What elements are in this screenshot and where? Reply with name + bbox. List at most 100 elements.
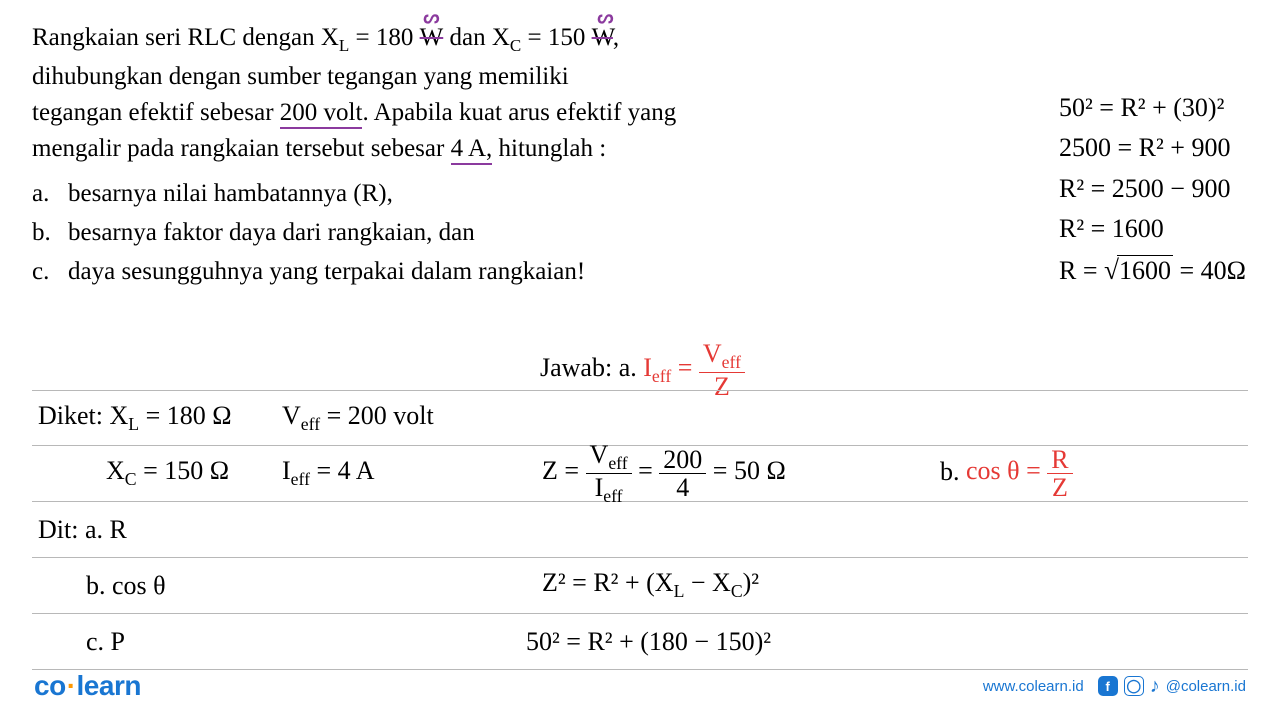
- z2-b: − X: [684, 568, 730, 597]
- text: dari rangkaian, dan: [276, 219, 475, 246]
- xc: X: [106, 456, 125, 485]
- text: hitunglah :: [492, 135, 606, 162]
- z-calc: Z = VeffIeff = 2004 = 50 Ω: [542, 441, 786, 506]
- solution-row-1: Diket: XL = 180 Ω Veff = 200 volt: [32, 390, 1248, 446]
- problem-paragraph: Rangkaian seri RLC dengan XL = 180 ᔕW da…: [32, 20, 712, 167]
- eff-sub: eff: [722, 352, 741, 372]
- num-200: 200: [659, 446, 706, 474]
- num-r: R: [1047, 446, 1072, 474]
- diket-xl: Diket: XL = 180 Ω: [38, 401, 232, 435]
- tiktok-icon: ♪: [1150, 675, 1160, 698]
- z2-formula: Z² = R² + (XL − XC)²: [542, 568, 759, 602]
- den-4: 4: [659, 474, 706, 501]
- footer-right: www.colearn.id f ◯ ♪ @colearn.id: [983, 675, 1246, 698]
- radicand: 1600: [1117, 255, 1173, 285]
- eff-sub: eff: [652, 366, 671, 386]
- solution-row-2: XC = 150 Ω Ieff = 4 A Z = VeffIeff = 200…: [32, 446, 1248, 502]
- eq: =: [671, 353, 699, 382]
- ieff-i: I: [282, 456, 291, 485]
- fraction-200-4: 2004: [659, 446, 706, 502]
- strikethrough-w1: ᔕW: [420, 20, 444, 56]
- right-calculation: 50² = R² + (30)² 2500 = R² + 900 R² = 25…: [1059, 88, 1246, 291]
- ieff-cell: Ieff = 4 A: [282, 456, 374, 490]
- denominator: Ieff: [586, 474, 632, 506]
- xc-val: = 150 Ω: [137, 456, 230, 485]
- underline-hambatan: hambatannya (R): [214, 180, 387, 207]
- label-c: c.: [32, 253, 68, 292]
- jawab-label: Jawab: a.: [540, 353, 643, 382]
- calc-line-4: R² = 1600: [1059, 209, 1246, 249]
- calc-line-5: R = 1600 = 40Ω: [1059, 249, 1246, 291]
- underline-200v: 200 volt: [280, 99, 363, 129]
- text: ,: [387, 180, 393, 207]
- veff-cell: Veff = 200 volt: [282, 401, 434, 435]
- dit-b: b. cos θ: [86, 571, 166, 601]
- text: besarnya: [68, 219, 163, 246]
- omega-annotation: ᔕ: [423, 4, 439, 30]
- text: . Apabila kuat arus efektif yang: [362, 99, 676, 126]
- text: dihubungkan dengan sumber tegangan yang …: [32, 63, 569, 90]
- v: V: [703, 339, 722, 368]
- underline-daya: daya sesungguhnya: [68, 258, 263, 285]
- subscript-c: C: [510, 36, 521, 55]
- text: tegangan efektif sebesar: [32, 99, 280, 126]
- c-sub: C: [731, 582, 743, 602]
- omega-annotation: ᔕ: [597, 4, 613, 30]
- text: besarnya nilai: [68, 180, 214, 207]
- solution-table: Diket: XL = 180 Ω Veff = 200 volt XC = 1…: [32, 390, 1248, 670]
- xc-sub: C: [125, 470, 137, 490]
- subscript-l: L: [339, 36, 349, 55]
- facebook-icon: f: [1098, 676, 1118, 696]
- fraction-veff-ieff: VeffIeff: [586, 441, 632, 506]
- calc-line-1: 50² = R² + (30)²: [1059, 88, 1246, 128]
- website-url: www.colearn.id: [983, 678, 1084, 695]
- solution-row-3: Dit: a. R: [32, 502, 1248, 558]
- text: R =: [1059, 256, 1104, 285]
- text: = 150: [521, 24, 591, 51]
- text: = 40Ω: [1173, 256, 1246, 285]
- ieff-val: = 4 A: [310, 456, 375, 485]
- text: dan X: [443, 24, 510, 51]
- den-z: Z: [1047, 474, 1072, 501]
- underline-faktor: faktor daya: [163, 219, 276, 246]
- label-a: a.: [32, 175, 68, 214]
- l-sub: L: [674, 582, 685, 602]
- text: mengalir pada rangkaian tersebut sebesar: [32, 135, 451, 162]
- b-label: b.: [940, 456, 966, 485]
- xl: X: [110, 401, 129, 430]
- logo-dot: ·: [67, 670, 76, 701]
- text: yang terpakai dalam rangkaian!: [263, 258, 585, 285]
- numerator: Veff: [586, 441, 632, 474]
- cos-label: cos θ =: [966, 456, 1047, 485]
- social-handle: @colearn.id: [1166, 678, 1246, 695]
- xl-sub: L: [128, 414, 139, 434]
- instagram-icon: ◯: [1124, 676, 1144, 696]
- fifty-sq: 50² = R² + (180 − 150)²: [526, 627, 771, 657]
- z2-c: )²: [743, 568, 759, 597]
- logo-co: co: [34, 670, 66, 701]
- z2-a: Z² = R² + (X: [542, 568, 674, 597]
- xl-val: = 180 Ω: [139, 401, 232, 430]
- i: I: [643, 353, 652, 382]
- colearn-logo: co·learn: [34, 670, 141, 702]
- social-icons: f ◯ ♪ @colearn.id: [1098, 675, 1246, 698]
- veff-val: = 200 volt: [320, 401, 434, 430]
- z-result: = 50 Ω: [706, 456, 786, 485]
- numerator: Veff: [699, 340, 745, 373]
- sqrt-1600: 1600: [1104, 249, 1173, 291]
- footer: co·learn www.colearn.id f ◯ ♪ @colearn.i…: [0, 670, 1280, 702]
- calc-line-3: R² = 2500 − 900: [1059, 169, 1246, 209]
- calc-line-2: 2500 = R² + 900: [1059, 128, 1246, 168]
- dit-c: c. P: [86, 627, 125, 657]
- text: = 180: [349, 24, 419, 51]
- strikethrough-w2: ᔕW,: [592, 20, 620, 56]
- cos-red: cos θ = RZ: [966, 456, 1073, 485]
- underline-4a: 4 A,: [451, 135, 493, 165]
- z-eq-label: Z =: [542, 456, 586, 485]
- text: Rangkaian seri RLC dengan X: [32, 24, 339, 51]
- diket-label: Diket:: [38, 401, 110, 430]
- solution-row-5: c. P 50² = R² + (180 − 150)²: [32, 614, 1248, 670]
- ieff-formula: Ieff = VeffZ: [643, 353, 745, 382]
- eff-sub: eff: [291, 470, 310, 490]
- logo-learn: learn: [77, 670, 141, 701]
